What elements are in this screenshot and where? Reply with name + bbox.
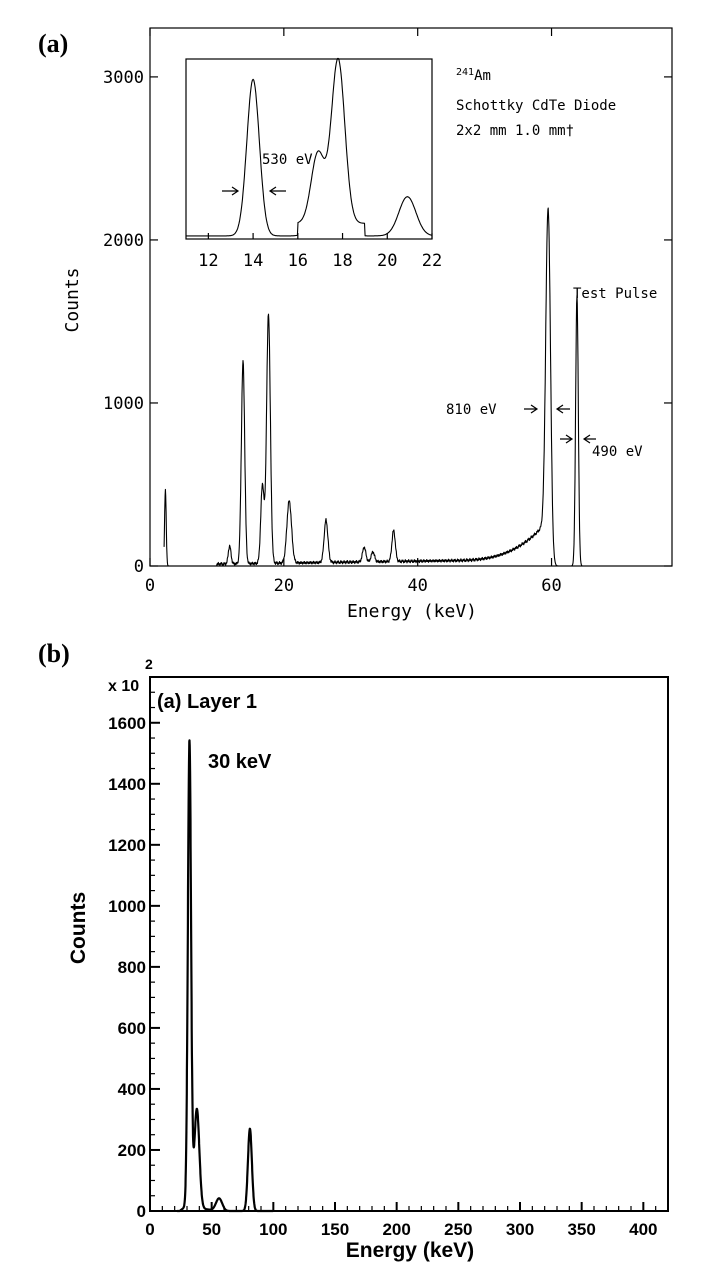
y-multiplier: x 10 (108, 678, 139, 695)
fwhm-test-pulse-label: 490 eV (592, 444, 643, 460)
inset-x-tick-label: 20 (377, 251, 397, 271)
y-tick-label-b: 1200 (108, 836, 146, 855)
y-tick-label-a: 0 (134, 557, 144, 577)
y-tick-label-b: 400 (118, 1080, 146, 1099)
y-tick-label-b: 200 (118, 1141, 146, 1160)
x-tick-label-b: 150 (321, 1220, 349, 1239)
inset-x-tick-label: 12 (198, 251, 218, 271)
x-tick-label-b: 0 (145, 1220, 154, 1239)
inset-spectrum-trace (186, 57, 432, 237)
fwhm-arrows-test-pulse (560, 434, 596, 444)
inset-x-ticks: 12 14 16 18 20 22 (198, 233, 442, 271)
y-tick-label-a: 1000 (103, 394, 144, 414)
x-ticks-a: 0 20 40 60 (145, 28, 562, 596)
y-tick-label-a: 2000 (103, 231, 144, 251)
y-multiplier-exponent: 2 (145, 656, 153, 672)
arrow-right-icon (560, 434, 574, 444)
legend-detector: Schottky CdTe Diode (456, 98, 616, 114)
y-tick-label-b: 600 (118, 1019, 146, 1038)
y-ticks-a: 0 1000 2000 3000 (103, 68, 672, 577)
fwhm-arrows-59kev (524, 404, 570, 414)
y-multiplier-base: x 10 (108, 678, 139, 695)
inset-x-tick-label: 16 (288, 251, 308, 271)
inset-fwhm-label: 530 eV (262, 152, 313, 168)
legend-dimensions: 2x2 mm 1.0 mm† (456, 123, 574, 139)
fwhm-59kev-label: 810 eV (446, 402, 497, 418)
y-tick-label-b: 1600 (108, 714, 146, 733)
x-tick-label-b: 50 (202, 1220, 221, 1239)
x-tick-label-a: 20 (274, 576, 294, 596)
legend-a: 241Am Schottky CdTe Diode 2x2 mm 1.0 mm† (456, 67, 616, 139)
arrow-left-icon (268, 186, 286, 196)
y-tick-label-b: 0 (137, 1202, 146, 1221)
isotope-superscript: 241 (456, 67, 474, 78)
inset-x-tick-label: 14 (243, 251, 263, 271)
inset-fwhm-arrows (222, 186, 286, 196)
arrow-right-icon (524, 404, 539, 414)
x-tick-label-b: 200 (382, 1220, 410, 1239)
y-tick-label-b: 800 (118, 958, 146, 977)
y-tick-label-a: 3000 (103, 68, 144, 88)
inset-frame (185, 58, 433, 240)
arrow-left-icon (582, 434, 596, 444)
panel-b-title: (a) Layer 1 (157, 691, 257, 713)
y-axis-label-b: Counts (67, 892, 90, 964)
plot-frame-a (149, 27, 673, 567)
peak-annotation-30kev: 30 keV (208, 751, 272, 773)
test-pulse-label: Test Pulse (573, 286, 657, 302)
y-tick-label-b: 1000 (108, 897, 146, 916)
y-tick-label-b: 1400 (108, 775, 146, 794)
isotope-symbol: Am (474, 68, 491, 84)
inset-x-tick-label: 22 (422, 251, 442, 271)
x-tick-label-a: 60 (541, 576, 561, 596)
y-axis-label-a: Counts (62, 267, 83, 332)
x-tick-label-a: 40 (407, 576, 427, 596)
inset-x-tick-label: 18 (332, 251, 352, 271)
x-ticks-b: 0 50 100 150 200 250 300 350 400 (145, 1202, 658, 1239)
arrow-left-icon (555, 404, 570, 414)
arrow-right-icon (222, 186, 240, 196)
x-tick-label-b: 100 (259, 1220, 287, 1239)
y-ticks-b: 0 200 400 600 800 1000 1200 1400 1600 (108, 691, 160, 1221)
legend-isotope: 241Am (456, 67, 491, 84)
x-tick-label-b: 300 (506, 1220, 534, 1239)
chart-a: 0 20 40 60 0 1000 2000 3000 Energy (keV) Count… (62, 27, 673, 622)
x-tick-label-b: 350 (567, 1220, 595, 1239)
panel-a-label: (a) (38, 29, 68, 58)
x-tick-label-b: 250 (444, 1220, 472, 1239)
spectrum-trace-a (163, 207, 592, 567)
x-tick-label-a: 0 (145, 576, 155, 596)
chart-b: 0 50 100 150 200 250 300 350 400 0 200 400 600 800 10… (67, 656, 669, 1262)
x-axis-label-b: Energy (keV) (346, 1239, 474, 1262)
inset-chart: 12 14 16 18 20 22 530 eV (185, 57, 442, 271)
spectrum-trace-b (176, 739, 275, 1213)
panel-b-label: (b) (38, 639, 70, 668)
x-tick-label-b: 400 (629, 1220, 657, 1239)
x-axis-label-a: Energy (keV) (347, 601, 477, 622)
